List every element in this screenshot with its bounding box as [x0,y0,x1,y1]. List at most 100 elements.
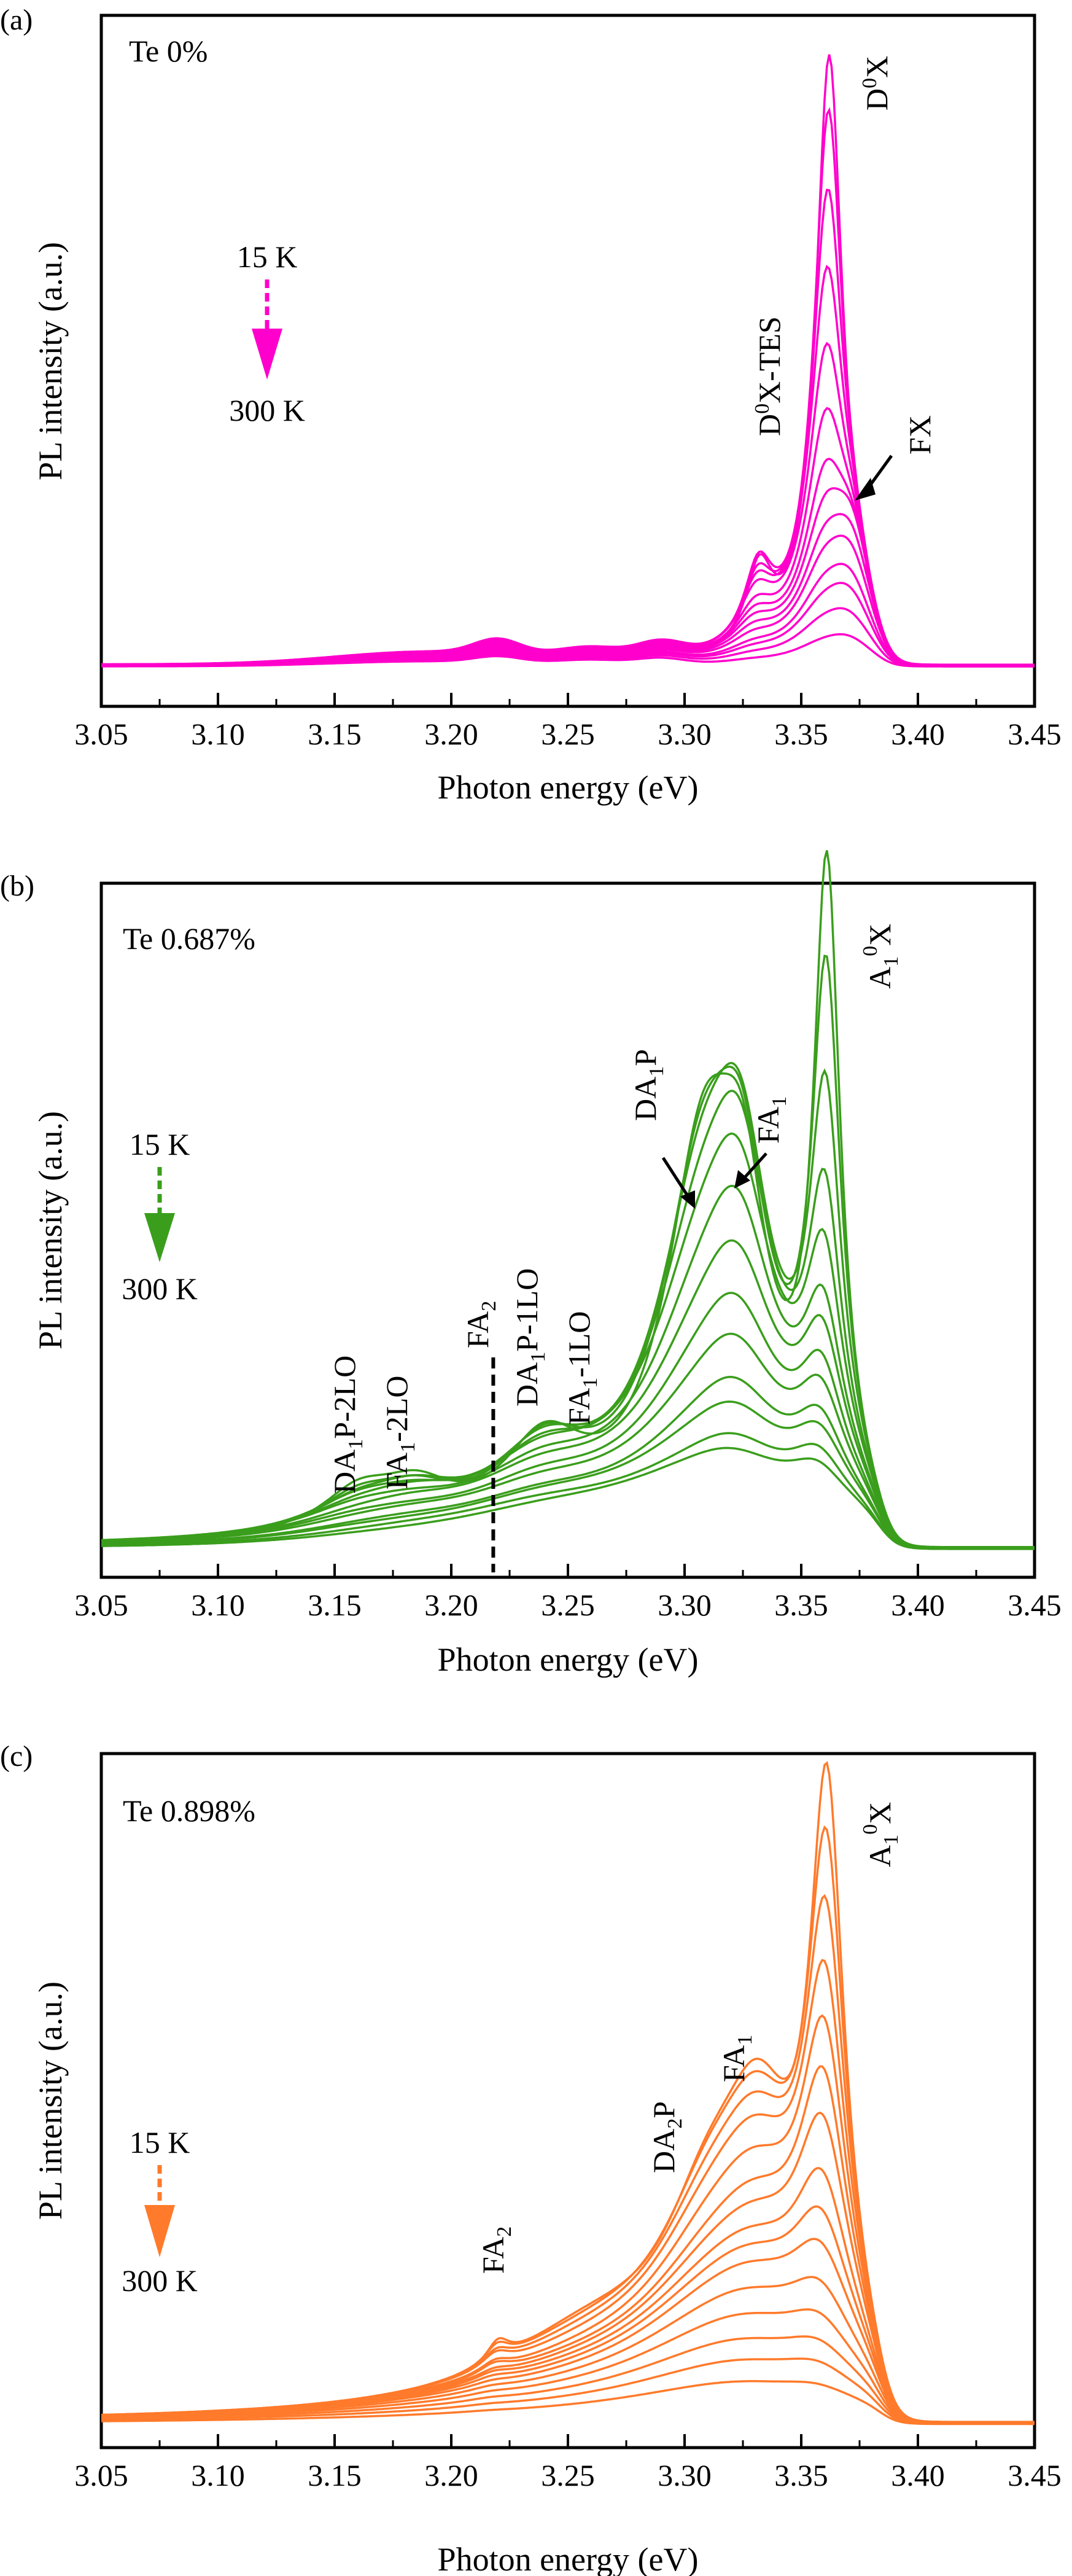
annot-fa1-c: FA1 [717,2035,756,2082]
x-tick-label: 3.20 [424,717,478,751]
spectrum-line [101,513,1035,667]
x-tick-label: 3.45 [1008,1588,1062,1622]
annot-d0x-tes: D0X-TES [751,316,787,436]
arrow-head-a [252,329,282,380]
y-axis-title-c: PL intensity (a.u.) [32,1981,69,2220]
spectrum-line [101,1400,1035,1550]
temperature-start-c: 15 K [130,2125,190,2160]
y-axis-title-a: PL intensity (a.u.) [32,242,69,480]
x-ticks-c: 3.05 3.10 3.15 3.20 3.25 3.30 3.35 3.40 3.45 [74,2434,1062,2492]
fx-arrow-head [855,478,876,501]
temperature-arrow-b: 15 K 300 K [122,1127,198,1306]
temperature-end-b: 300 K [122,1271,198,1306]
panel-b: (b) Te 0.687% 3.05 3.10 3.15 3.20 3.25 3.30 3.… [0,850,1062,1678]
spectrum-line [101,2065,1035,2424]
arrow-head-c [144,2205,175,2257]
annot-fa1-b: FA1 [751,1096,791,1144]
x-tick-label: 3.10 [191,717,245,751]
spectrum-line [101,2308,1035,2425]
x-tick-label: 3.15 [308,1588,362,1622]
curves-b [101,850,1035,1550]
spectrum-line [101,265,1035,666]
x-tick-label: 3.20 [424,2458,478,2492]
spectrum-line [101,1292,1035,1550]
annot-fa1-1lo: FA1-1LO [562,1311,602,1425]
x-tick-label: 3.10 [191,1588,245,1622]
panel-a: (a) Te 0% 3.05 3.10 3.15 3.20 3.25 3.30 3.35 3.… [0,4,1062,806]
sample-label-c: Te 0.898% [123,1793,255,1828]
x-axis-title-a: Photon energy (eV) [438,769,699,806]
annot-fa2-b: FA2 [460,1301,500,1348]
curves-c [101,1761,1035,2426]
annot-fa1-2lo: FA1-2LO [379,1375,419,1489]
fa1-arrow-head-b [734,1170,750,1188]
x-tick-label: 3.45 [1008,2458,1062,2492]
spectrum-line [101,1825,1035,2424]
fa1-arrow-line-b [743,1152,767,1179]
temperature-arrow-a: 15 K 300 K [229,240,305,427]
x-tick-label: 3.05 [74,717,128,751]
annot-da1p-b: DA1P [628,1049,668,1121]
spectrum-line [101,2111,1035,2424]
y-axis-title-b: PL intensity (a.u.) [32,1111,69,1349]
x-axis-title-b: Photon energy (eV) [438,1641,699,1678]
x-tick-label: 3.30 [658,717,712,751]
spectrum-line [101,487,1035,667]
panel-c: (c) Te 0.898% 3.05 3.10 3.15 3.20 3.25 3.30 3.… [0,1740,1062,2576]
temperature-end-a: 300 K [229,393,305,427]
x-ticks-b: 3.05 3.10 3.15 3.20 3.25 3.30 3.35 3.40 3.45 [74,1564,1062,1622]
spectrum-line [101,2014,1035,2424]
spectrum-line [101,2205,1035,2424]
x-tick-label: 3.30 [658,2458,712,2492]
spectrum-line [101,1332,1035,1550]
panel-label-a: (a) [0,4,33,36]
x-tick-label: 3.35 [774,2458,828,2492]
spectrum-line [101,2357,1035,2426]
spectrum-line [101,2276,1035,2425]
x-tick-label: 3.15 [308,717,362,751]
spectrum-line [101,534,1035,667]
x-tick-label: 3.15 [308,2458,362,2492]
sample-label-b: Te 0.687% [123,921,255,956]
x-tick-label: 3.40 [891,2458,945,2492]
spectrum-line [101,1432,1035,1550]
spectrum-line [101,1446,1035,1550]
annot-a1x-b: A10X [859,924,903,989]
annot-a1x-c: A10X [859,1802,903,1867]
spectrum-line [101,107,1035,666]
spectrum-line [101,458,1035,667]
x-tick-label: 3.10 [191,2458,245,2492]
spectrum-line [101,1061,1035,1549]
x-tick-label: 3.40 [891,717,945,751]
temperature-end-c: 300 K [122,2263,198,2298]
annot-da2p-c: DA2P [647,2101,686,2173]
x-axis-title-c: Photon energy (eV) [438,2541,699,2576]
x-tick-label: 3.30 [658,1588,712,1622]
annot-fx: FX [903,415,937,455]
temperature-arrow-c: 15 K 300 K [122,2125,198,2298]
da1p-arrow-head [680,1190,695,1209]
spectrum-line [101,407,1035,667]
x-tick-label: 3.35 [774,1588,828,1622]
spectrum-line [101,342,1035,666]
spectrum-line [101,2167,1035,2424]
da1p-arrow-line [661,1157,691,1199]
plot-frame-a [99,14,1036,708]
x-tick-label: 3.25 [541,717,595,751]
annot-da1p-1lo: DA1P-1LO [510,1268,550,1407]
temperature-start-a: 15 K [237,240,298,274]
x-tick-label: 3.45 [1008,717,1062,751]
annot-fa2-c: FA2 [476,2227,516,2274]
x-tick-label: 3.25 [541,1588,595,1622]
x-tick-label: 3.35 [774,717,828,751]
annot-da1p-2lo: DA1P-2LO [327,1356,367,1494]
curves-a [101,54,1035,668]
x-tick-label: 3.05 [74,1588,128,1622]
spectrum-line [101,633,1035,668]
x-tick-label: 3.25 [541,2458,595,2492]
x-tick-label: 3.20 [424,1588,478,1622]
arrow-head-b [144,1213,175,1262]
panel-label-c: (c) [0,1740,33,1773]
x-ticks-a: 3.05 3.10 3.15 3.20 3.25 3.30 3.35 3.40 3.45 [74,693,1062,751]
